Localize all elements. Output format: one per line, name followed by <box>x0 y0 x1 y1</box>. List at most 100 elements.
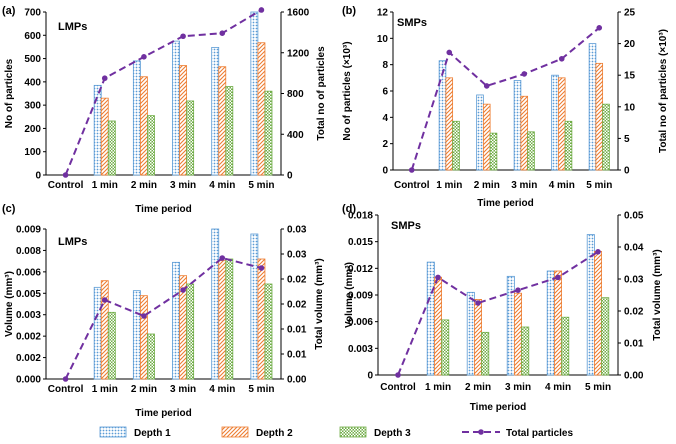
total-particles-point <box>483 83 490 89</box>
y-tick-label: 0.012 <box>348 264 373 275</box>
bar-depth-1-4-min <box>551 74 559 171</box>
legend-label: Total particles <box>506 428 573 439</box>
bar-depth-1-4-min <box>211 228 220 380</box>
y-tick-label: 0.009 <box>16 225 41 236</box>
bar-depth-2-5-min <box>257 258 266 380</box>
bar-depth-2-3-min <box>520 95 529 171</box>
y2-tick-label: 5 <box>624 134 630 145</box>
total-particles-point <box>395 372 401 378</box>
bar-depth-2-2-min <box>139 76 148 176</box>
legend-label: Depth 1 <box>134 428 171 439</box>
x-tick-label: 4 min <box>545 382 571 393</box>
y-tick-label: 0.005 <box>16 289 41 300</box>
y2-tick-label: 0.01 <box>624 339 644 350</box>
y2-tick-label: 400 <box>287 130 304 141</box>
total-particles-point <box>219 30 226 36</box>
y2-axis-title: Total no of particles (×10³) <box>658 29 669 153</box>
bar-depth-2-1-min <box>100 280 109 380</box>
y-tick-label: 0.018 <box>348 211 373 222</box>
total-particles-line <box>64 256 262 380</box>
x-tick-label: 3 min <box>505 382 531 393</box>
bar-depth-3-3-min <box>521 326 530 376</box>
bar-depth-2-3-min <box>514 292 523 376</box>
x-tick-label: 3 min <box>170 384 196 395</box>
y2-tick-label: 1600 <box>287 8 310 19</box>
y-tick-label: 0.006 <box>348 317 373 328</box>
y2-tick-label: 0.02 <box>287 300 307 311</box>
y-tick-label: 0 <box>35 171 41 182</box>
y2-tick-label: 800 <box>287 89 304 100</box>
x-tick-label: Control <box>380 382 416 393</box>
bar-depth-3-5-min <box>601 297 610 376</box>
y-tick-label: 200 <box>24 124 41 135</box>
y-tick-label: 0.000 <box>16 375 41 386</box>
bar-depth-1-3-min <box>513 80 522 171</box>
x-tick-label: 1 min <box>92 180 118 191</box>
total-particles-point <box>101 297 108 303</box>
bar-depth-1-1-min <box>93 286 102 380</box>
total-particles-point <box>555 274 561 281</box>
bar-depth-3-4-min <box>564 120 573 171</box>
total-particles-point <box>521 71 528 77</box>
y-tick-label: 0.015 <box>348 237 373 248</box>
y2-tick-label: 1200 <box>287 48 310 59</box>
total-particles-line <box>64 9 262 176</box>
bar-depth-2-3-min <box>179 65 188 176</box>
y2-tick-label: 0.02 <box>287 275 307 286</box>
y-tick-label: 400 <box>24 77 41 88</box>
y2-tick-label: 20 <box>624 39 636 50</box>
bar-depth-1-5-min <box>250 233 259 380</box>
y-tick-label: 2 <box>382 139 388 150</box>
y2-tick-label: 0.02 <box>624 307 644 318</box>
bar-depth-1-2-min <box>132 290 141 380</box>
y-axis-title: Volume (mm³) <box>344 262 355 328</box>
total-particles-line <box>397 250 599 376</box>
legend-swatch-depth-2 <box>221 426 249 438</box>
y2-axis-title: Total no of particles <box>316 46 327 141</box>
y2-tick-label: 0 <box>287 171 293 182</box>
total-particles-point <box>180 33 186 40</box>
legend-label: Depth 2 <box>256 428 293 439</box>
panel-label: (b) <box>342 5 356 17</box>
chart-panel-1: 0 100 200 300 400 500 600 700 0 400 800 1200 1600 Con… <box>2 5 327 215</box>
bar-depth-3-1-min <box>441 319 450 376</box>
bar-depth-3-2-min <box>147 333 155 380</box>
total-particles-point <box>258 7 265 13</box>
panel-label: (d) <box>342 203 356 215</box>
panel-title: LMPs <box>58 236 87 248</box>
bar-depth-1-3-min <box>172 261 180 380</box>
x-tick-label: 4 min <box>549 180 575 191</box>
x-tick-label: 5 min <box>248 180 274 191</box>
x-tick-label: 5 min <box>248 384 274 395</box>
bar-depth-2-5-min <box>595 62 604 171</box>
y-tick-label: 12 <box>377 8 389 19</box>
bar-depth-3-3-min <box>186 100 195 176</box>
bar-depth-3-3-min <box>527 131 535 171</box>
y2-axis-title: Total volume (mm³) <box>314 258 325 349</box>
bar-depth-3-3-min <box>186 283 195 380</box>
bar-depth-2-4-min <box>557 77 566 171</box>
bar-depth-1-2-min <box>476 94 484 171</box>
bar-depth-3-1-min <box>107 311 116 380</box>
bar-depth-3-2-min <box>489 132 498 171</box>
total-particles-point <box>141 313 147 319</box>
y-axis-title: No of particles <box>4 58 15 128</box>
bar-depth-1-1-min <box>438 60 447 171</box>
y2-tick-label: 0.03 <box>287 225 307 236</box>
total-particles-point <box>180 287 186 293</box>
panel-title: SMPs <box>391 220 421 232</box>
y-tick-label: 8 <box>382 60 388 71</box>
y-tick-label: 300 <box>24 101 41 112</box>
y2-tick-label: 25 <box>624 8 636 19</box>
total-particles-point <box>408 167 415 173</box>
bar-depth-1-5-min <box>588 43 597 171</box>
chart-panel-4: 0 0.003 0.006 0.009 0.012 0.015 0.018 0.00 0.01 0… <box>342 203 663 413</box>
bar-depth-2-5-min <box>594 251 603 376</box>
y2-tick-label: 0.00 <box>624 371 644 382</box>
total-particles-point <box>219 255 226 261</box>
legend: Depth 1 Depth 2 Depth 3 Total particles <box>99 426 573 439</box>
panel-title: SMPs <box>397 17 427 29</box>
bar-depth-3-5-min <box>264 283 273 380</box>
x-tick-label: 1 min <box>92 384 118 395</box>
